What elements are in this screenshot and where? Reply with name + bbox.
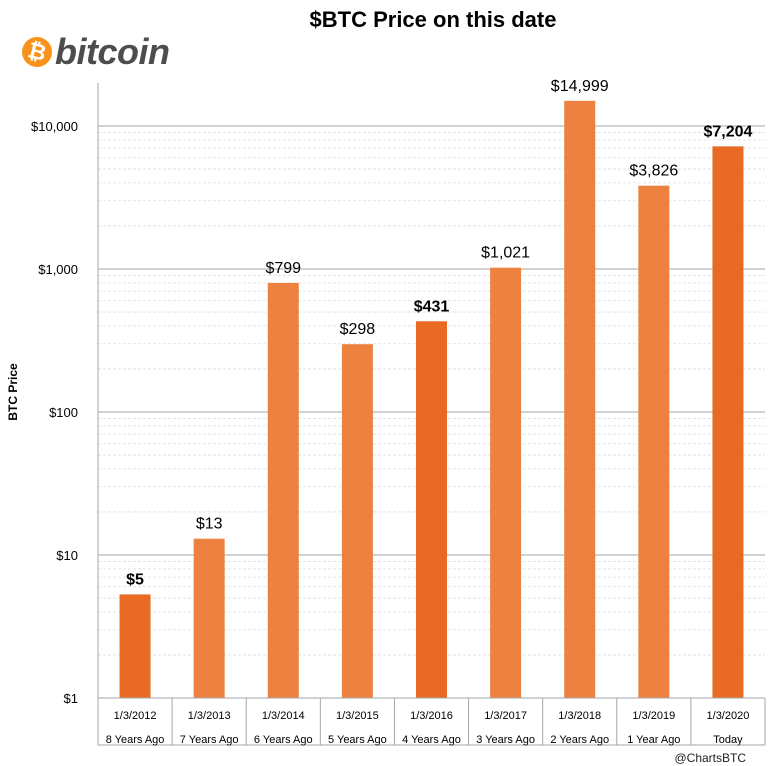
bar-1/3/2016 [416, 321, 447, 698]
x-subtick-label: 8 Years Ago [106, 734, 165, 746]
x-subtick-label: 1 Year Ago [627, 734, 680, 746]
x-subtick-label: 6 Years Ago [254, 734, 313, 746]
x-subtick-label: Today [713, 734, 743, 746]
bar-1/3/2020 [712, 146, 744, 699]
x-tick-label: 1/3/2012 [114, 710, 157, 722]
y-tick-labels: $1 $10 $100 $1,000 $10,000 [31, 119, 78, 706]
x-tick-label: 1/3/2020 [707, 710, 750, 722]
bar-1/3/2018 [564, 100, 596, 698]
bar-1/3/2012 [119, 594, 151, 698]
x-tick-label: 1/3/2018 [558, 710, 601, 722]
x-subtick-label: 2 Years Ago [550, 734, 609, 746]
y-axis-label: BTC Price [6, 363, 20, 421]
bar-1/3/2017 [490, 267, 522, 698]
x-tick-label: 1/3/2019 [632, 710, 675, 722]
y-tick-label: $1,000 [38, 262, 78, 277]
x-subtick-label: 5 Years Ago [328, 734, 387, 746]
data-labels: $5 $13 $799 $298 $431 $1,021 $14,999 $3,826 $7,2… [126, 78, 752, 589]
x-subtick-label: 7 Years Ago [180, 734, 239, 746]
chart-title: $BTC Price on this date [310, 7, 557, 32]
bar-1/3/2015 [341, 344, 373, 698]
y-tick-label: $1 [64, 691, 78, 706]
bar-1/3/2013 [193, 538, 225, 698]
data-label: $431 [414, 298, 450, 315]
bar-1/3/2019 [638, 185, 670, 698]
data-label: $3,826 [629, 163, 678, 180]
bitcoin-logo-word: bitcoin [55, 31, 170, 72]
data-label: $7,204 [703, 123, 752, 140]
y-tick-label: $10 [56, 548, 78, 563]
y-tick-label: $100 [49, 405, 78, 420]
x-subtick-label: 3 Years Ago [476, 734, 535, 746]
x-tick-label: 1/3/2017 [484, 710, 527, 722]
data-label: $14,999 [551, 78, 609, 95]
bitcoin-logo: ₿ bitcoin [18, 31, 170, 72]
bar-1/3/2014 [267, 282, 299, 698]
x-subtick-label: 4 Years Ago [402, 734, 461, 746]
data-label: $13 [196, 516, 223, 533]
bars [119, 100, 744, 699]
data-label: $1,021 [481, 245, 530, 262]
x-tick-label: 1/3/2013 [188, 710, 231, 722]
data-label: $298 [340, 321, 376, 338]
x-tick-label: 1/3/2015 [336, 710, 379, 722]
data-label: $799 [265, 260, 301, 277]
category-axis: 1/3/2012 8 Years Ago 1/3/2013 7 Years Ago 1/… [97, 697, 766, 746]
data-label: $5 [126, 571, 144, 588]
credit-text: @ChartsBTC [674, 751, 746, 765]
y-tick-label: $10,000 [31, 119, 78, 134]
x-tick-label: 1/3/2014 [262, 710, 305, 722]
x-tick-label: 1/3/2016 [410, 710, 453, 722]
